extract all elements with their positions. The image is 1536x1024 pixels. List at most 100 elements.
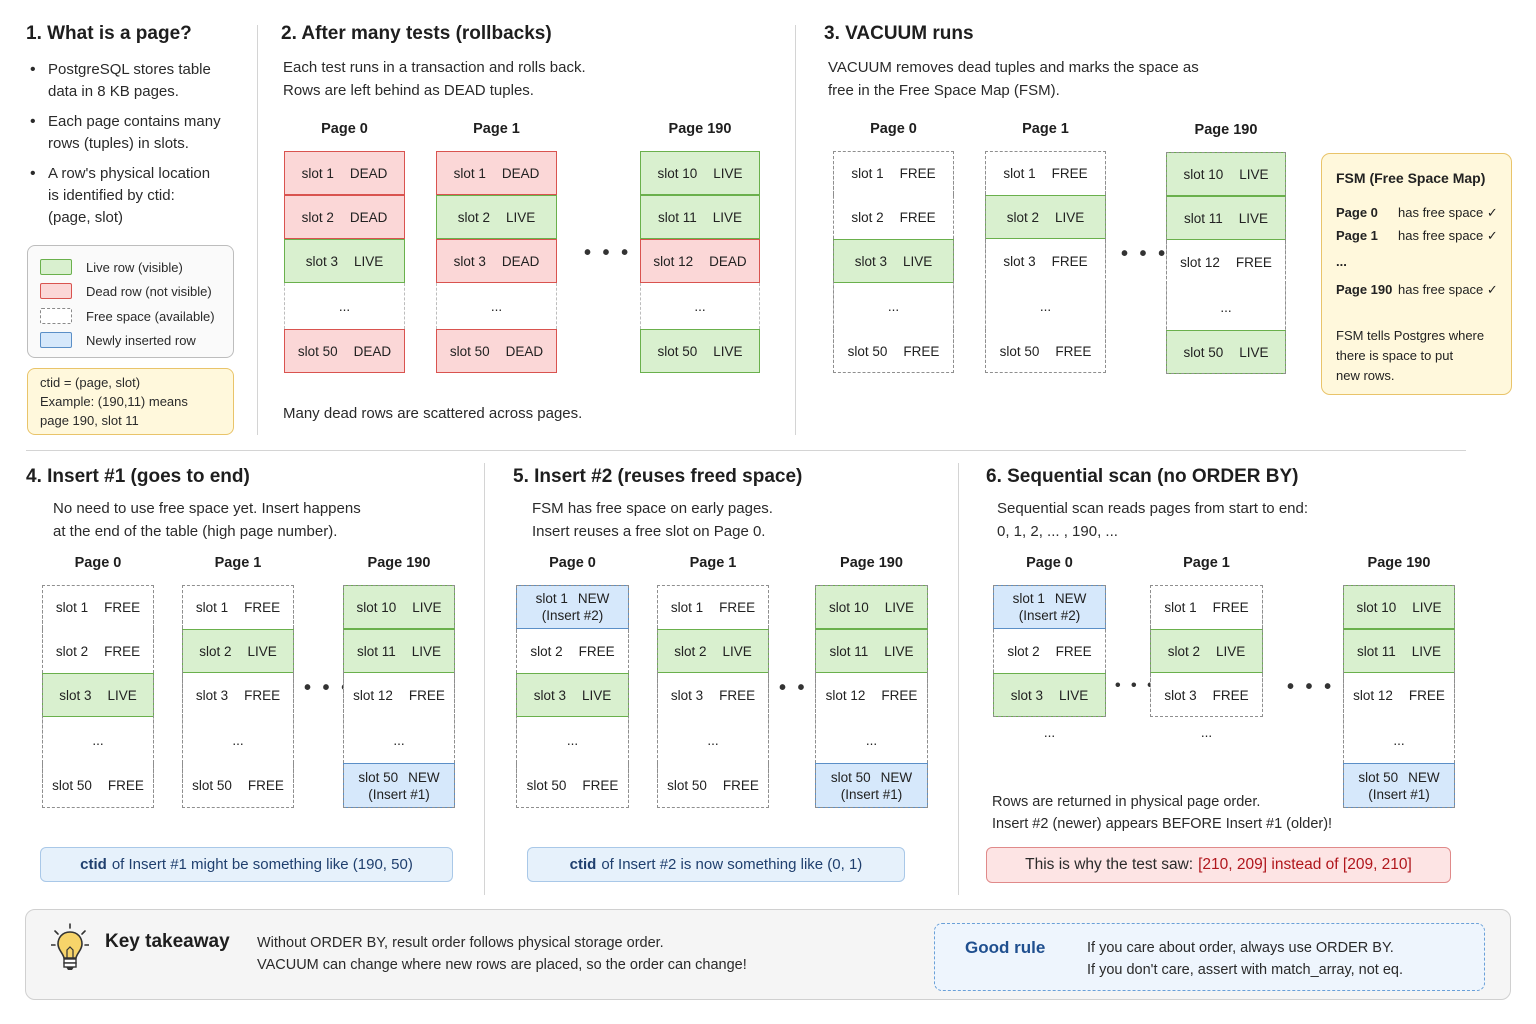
- ellipsis: • • •: [779, 677, 827, 699]
- fsm-row: ...: [1336, 254, 1347, 269]
- section-2-title: 2. After many tests (rollbacks): [281, 23, 552, 44]
- slot-ellipsis: ...: [1200, 725, 1213, 740]
- insert1-ctid-callout: ctid of Insert #1 might be something like…: [40, 847, 453, 882]
- slot-ellipsis: ...: [1343, 717, 1455, 763]
- slot-cell-live: slot 3 LIVE: [516, 673, 629, 717]
- slot-cell-live: slot 10 LIVE: [640, 151, 760, 195]
- slot-ellipsis: ...: [1043, 725, 1056, 740]
- slot-cell-new: slot 50 NEW (Insert #1): [343, 763, 455, 808]
- slot-cell-free: slot 50 FREE: [833, 329, 954, 373]
- good-rule-box: Good rule If you care about order, alway…: [934, 923, 1485, 991]
- page-label: Page 1: [473, 121, 520, 137]
- slot-cell-free: slot 12 FREE: [1166, 240, 1286, 284]
- slot-cell-live: slot 10 LIVE: [1166, 152, 1286, 196]
- section-5-title: 5. Insert #2 (reuses freed space): [513, 466, 803, 487]
- slot-cell-free: slot 12 FREE: [1343, 673, 1455, 717]
- page-label: Page 0: [870, 121, 917, 137]
- slot-cell-dead: slot 1 DEAD: [436, 151, 557, 195]
- slot-cell-dead: slot 50 DEAD: [284, 329, 405, 373]
- legend-free: Free space (available): [40, 307, 215, 325]
- slot-cell-free: slot 2 FREE: [993, 629, 1106, 673]
- legend-live: Live row (visible): [40, 258, 183, 276]
- slot-cell-free: slot 1 FREE: [985, 151, 1106, 195]
- slot-cell-free: slot 2 FREE: [516, 629, 629, 673]
- slot-cell-live: slot 2 LIVE: [657, 629, 769, 673]
- slot-cell-free: slot 50 FREE: [42, 763, 154, 808]
- page-label: Page 1: [689, 555, 737, 571]
- key-takeaway-panel: Key takeaway Without ORDER BY, result or…: [25, 909, 1511, 1000]
- good-rule-title: Good rule: [965, 938, 1046, 957]
- slot-cell-dead: slot 3 DEAD: [436, 239, 557, 283]
- section-6-desc: Sequential scan reads pages from start t…: [997, 500, 1309, 540]
- slot-cell-live: slot 10 LIVE: [343, 585, 455, 629]
- page-label: Page 190: [840, 555, 903, 571]
- slot-ellipsis: ...: [436, 283, 557, 329]
- legend-new: Newly inserted row: [40, 331, 196, 349]
- slot-cell-live: slot 2 LIVE: [1150, 629, 1263, 673]
- slot-cell-free: slot 12 FREE: [815, 673, 928, 717]
- slot-cell-new: slot 50 NEW (Insert #1): [815, 763, 928, 808]
- slot-cell-free: slot 1 FREE: [182, 585, 294, 629]
- section-1-title: 1. What is a page?: [26, 23, 192, 44]
- slot-cell-free: slot 50 FREE: [516, 763, 629, 808]
- slot-cell-new: slot 50 NEW (Insert #1): [1343, 763, 1455, 808]
- page-label: Page 1: [1022, 121, 1069, 137]
- slot-cell-free: slot 1 FREE: [833, 151, 954, 195]
- section-6-title: 6. Sequential scan (no ORDER BY): [986, 466, 1299, 487]
- slot-ellipsis: ...: [343, 717, 455, 763]
- slot-ellipsis: ...: [284, 283, 405, 329]
- page-label: Page 190: [1194, 122, 1258, 138]
- slot-cell-live: slot 11 LIVE: [1166, 196, 1286, 240]
- slot-ellipsis: ...: [182, 717, 294, 763]
- page-label: Page 190: [367, 555, 431, 571]
- slot-cell-live: slot 2 LIVE: [985, 195, 1106, 239]
- slot-cell-free: slot 50 FREE: [985, 329, 1106, 373]
- page-label: Page 0: [74, 555, 122, 571]
- slot-ellipsis: ...: [1166, 284, 1286, 330]
- fsm-row: Page 190 has free space ✓: [1336, 282, 1498, 297]
- section-3-desc: VACUUM removes dead tuples and marks the…: [828, 59, 1199, 99]
- slot-cell-live: slot 2 LIVE: [436, 195, 557, 239]
- slot-cell-free: slot 3 FREE: [182, 673, 294, 717]
- slot-cell-live: slot 10 LIVE: [1343, 585, 1455, 629]
- slot-cell-free: slot 3 FREE: [657, 673, 769, 717]
- ellipsis: • • •: [1287, 676, 1335, 698]
- section-4-title: 4. Insert #1 (goes to end): [26, 466, 250, 487]
- page-label: Page 1: [214, 555, 262, 571]
- legend: Live row (visible) Dead row (not visible…: [27, 245, 234, 358]
- ellipsis: • • •: [1121, 243, 1169, 265]
- legend-dead: Dead row (not visible): [40, 282, 212, 300]
- ellipsis: • • •: [1115, 677, 1156, 694]
- slot-cell-dead: slot 50 DEAD: [436, 329, 557, 373]
- slot-cell-live: slot 11 LIVE: [1343, 629, 1455, 673]
- slot-cell-free: slot 1 FREE: [1150, 585, 1263, 629]
- section-2-footer: Many dead rows are scattered across page…: [283, 405, 583, 422]
- page-label: Page 1: [1183, 555, 1230, 571]
- scan-result-text: Rows are returned in physical page order…: [992, 794, 1333, 832]
- slot-ellipsis: ...: [833, 283, 954, 329]
- page-label: Page 0: [1026, 555, 1073, 571]
- slot-ellipsis: ...: [657, 717, 769, 763]
- slot-cell-free: slot 2 FREE: [833, 195, 954, 239]
- section-4-desc: No need to use free space yet. Insert ha…: [53, 500, 361, 540]
- page-label: Page 0: [549, 555, 596, 571]
- good-rule-text: If you care about order, always use ORDE…: [1087, 940, 1404, 978]
- page-label: Page 0: [321, 121, 368, 137]
- slot-cell-live: slot 3 LIVE: [833, 239, 954, 283]
- fsm-row: Page 0 has free space ✓: [1336, 205, 1498, 220]
- section-5-desc: FSM has free space on early pages. Insert…: [532, 500, 773, 540]
- test-result-callout: This is why the test saw: [210, 209] inst…: [986, 847, 1451, 883]
- slot-cell-free: slot 12 FREE: [343, 673, 455, 717]
- slot-cell-free: slot 50 FREE: [182, 763, 294, 808]
- takeaway-title: Key takeaway: [105, 931, 230, 952]
- slot-cell-live: slot 10 LIVE: [815, 585, 928, 629]
- ctid-note: ctid = (page, slot) Example: (190,11) me…: [27, 368, 234, 435]
- slot-ellipsis: ...: [42, 717, 154, 763]
- insert2-ctid-callout: ctid of Insert #2 is now something like (…: [527, 847, 905, 882]
- ellipsis: • • •: [584, 242, 632, 264]
- slot-cell-dead: slot 12 DEAD: [640, 239, 760, 283]
